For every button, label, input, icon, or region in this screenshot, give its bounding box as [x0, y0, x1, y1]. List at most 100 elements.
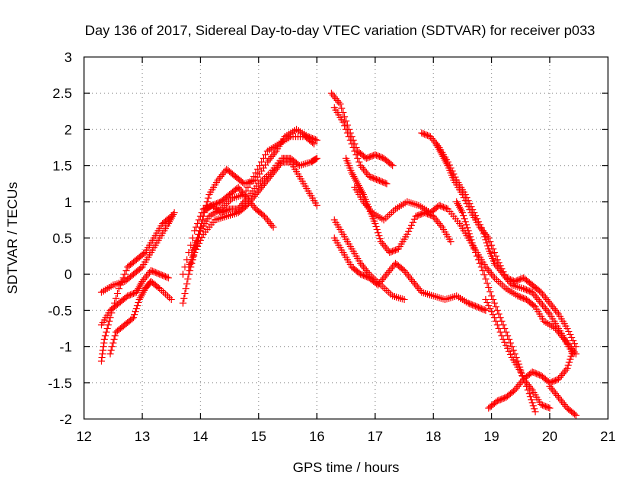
data-point: [569, 346, 577, 354]
data-point: [466, 233, 474, 241]
data-point: [564, 361, 572, 369]
data-point: [341, 122, 349, 130]
data-point: [373, 280, 381, 288]
data-point: [485, 302, 493, 310]
data-point: [179, 270, 187, 278]
data-point: [453, 198, 461, 206]
data-point: [486, 268, 494, 276]
data-point: [377, 277, 385, 285]
data-point: [502, 341, 510, 349]
data-point: [101, 332, 109, 340]
data-point: [459, 212, 467, 220]
series-track-8: [202, 183, 277, 231]
data-point: [383, 286, 391, 294]
data-point: [441, 156, 449, 164]
data-point: [500, 283, 508, 291]
series-track-15: [351, 183, 577, 358]
data-point: [521, 295, 529, 303]
data-point: [221, 167, 229, 175]
data-point: [539, 290, 546, 298]
series-track-21: [546, 382, 580, 419]
data-point: [470, 245, 478, 253]
data-point: [461, 218, 469, 226]
data-point: [398, 295, 406, 303]
data-point: [536, 297, 544, 305]
data-point: [483, 279, 491, 287]
data-point: [392, 293, 400, 301]
data-point: [422, 131, 430, 139]
data-point: [511, 386, 519, 394]
data-point: [556, 395, 564, 403]
data-point: [355, 182, 363, 190]
data-point: [156, 270, 164, 278]
data-point: [546, 404, 554, 412]
data-point: [490, 259, 498, 267]
data-point: [528, 399, 536, 407]
data-point: [557, 372, 565, 380]
data-point: [191, 227, 199, 235]
data-point: [160, 288, 168, 296]
x-tick-label: 15: [251, 428, 267, 444]
data-point: [508, 343, 516, 351]
data-point: [268, 221, 276, 229]
data-point: [537, 401, 545, 409]
data-point: [165, 294, 173, 302]
data-point: [111, 332, 119, 340]
data-point: [225, 212, 233, 220]
data-point: [263, 216, 271, 224]
data-point: [457, 205, 465, 213]
data-point: [482, 275, 490, 283]
x-tick-label: 19: [484, 428, 500, 444]
data-point: [440, 154, 448, 162]
data-point: [307, 134, 315, 142]
data-point: [525, 287, 533, 295]
data-point: [496, 279, 504, 287]
data-point: [112, 294, 120, 302]
data-point: [271, 167, 279, 175]
data-point: [472, 248, 480, 256]
data-point: [522, 286, 530, 294]
data-point: [457, 207, 465, 215]
data-point: [242, 203, 250, 211]
data-point: [515, 381, 523, 389]
data-point: [136, 294, 144, 302]
x-tick-label: 18: [426, 428, 442, 444]
data-point: [383, 270, 391, 278]
data-point: [377, 177, 385, 185]
data-point: [480, 271, 488, 279]
data-point: [409, 200, 417, 208]
data-point: [342, 117, 350, 125]
data-point: [556, 373, 564, 381]
data-point: [496, 328, 504, 336]
data-point: [140, 250, 148, 258]
data-point: [265, 174, 273, 182]
data-point: [106, 314, 114, 322]
data-point: [520, 285, 528, 293]
data-point: [330, 93, 338, 101]
data-point: [239, 189, 247, 197]
data-point: [438, 203, 446, 211]
data-point: [434, 144, 442, 151]
data-point: [232, 193, 240, 201]
data-point: [100, 335, 108, 343]
data-point: [129, 290, 137, 298]
data-point: [327, 89, 335, 97]
data-point: [162, 290, 170, 298]
data-point: [490, 299, 498, 307]
data-point: [543, 403, 551, 411]
data-point: [477, 225, 485, 233]
data-point: [358, 271, 366, 279]
data-point: [426, 133, 434, 141]
data-point: [455, 201, 463, 209]
data-point: [482, 296, 490, 304]
data-point: [437, 149, 445, 157]
data-point: [412, 281, 420, 289]
data-point: [540, 402, 548, 410]
data-point: [311, 136, 319, 144]
data-point: [259, 182, 267, 190]
data-point: [492, 276, 500, 284]
data-point: [357, 162, 365, 170]
data-point: [505, 275, 513, 283]
data-point: [361, 265, 369, 273]
data-point: [416, 210, 424, 218]
